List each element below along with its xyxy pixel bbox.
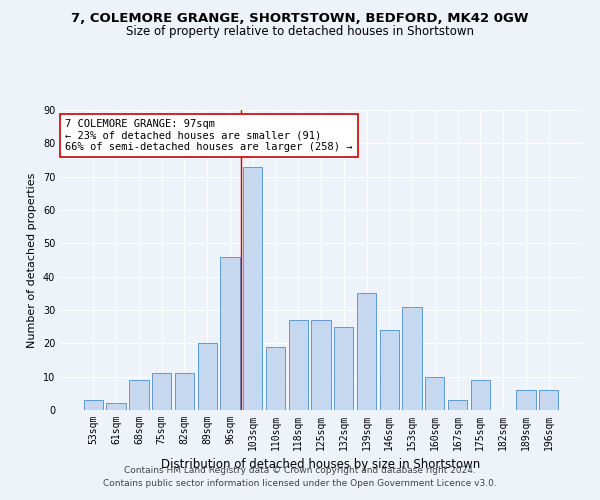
Bar: [425, 376, 445, 410]
Bar: [334, 326, 353, 410]
Bar: [129, 380, 149, 410]
Y-axis label: Number of detached properties: Number of detached properties: [27, 172, 37, 348]
Text: Size of property relative to detached houses in Shortstown: Size of property relative to detached ho…: [126, 25, 474, 38]
Bar: [175, 374, 194, 410]
Bar: [197, 344, 217, 410]
Bar: [243, 166, 262, 410]
Text: Contains HM Land Registry data © Crown copyright and database right 2024.
Contai: Contains HM Land Registry data © Crown c…: [103, 466, 497, 487]
Bar: [380, 330, 399, 410]
Bar: [539, 390, 558, 410]
Bar: [266, 346, 285, 410]
X-axis label: Distribution of detached houses by size in Shortstown: Distribution of detached houses by size …: [161, 458, 481, 471]
Text: 7, COLEMORE GRANGE, SHORTSTOWN, BEDFORD, MK42 0GW: 7, COLEMORE GRANGE, SHORTSTOWN, BEDFORD,…: [71, 12, 529, 26]
Bar: [516, 390, 536, 410]
Text: 7 COLEMORE GRANGE: 97sqm
← 23% of detached houses are smaller (91)
66% of semi-d: 7 COLEMORE GRANGE: 97sqm ← 23% of detach…: [65, 119, 353, 152]
Bar: [84, 400, 103, 410]
Bar: [152, 374, 172, 410]
Bar: [106, 404, 126, 410]
Bar: [403, 306, 422, 410]
Bar: [311, 320, 331, 410]
Bar: [289, 320, 308, 410]
Bar: [357, 294, 376, 410]
Bar: [470, 380, 490, 410]
Bar: [220, 256, 239, 410]
Bar: [448, 400, 467, 410]
